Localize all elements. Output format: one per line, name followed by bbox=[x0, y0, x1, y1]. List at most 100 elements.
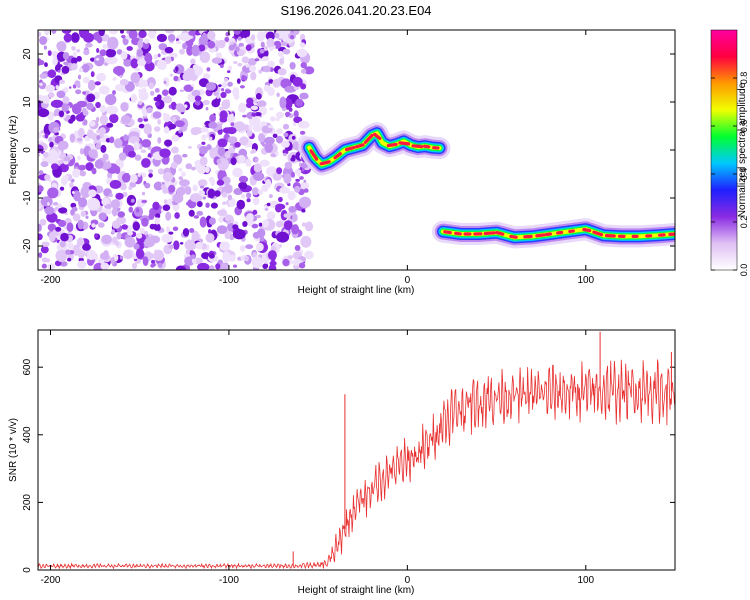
noise-blob bbox=[141, 79, 148, 88]
noise-blob bbox=[292, 76, 303, 87]
track-core bbox=[309, 149, 319, 161]
noise-blob bbox=[115, 192, 124, 200]
noise-blob bbox=[252, 197, 260, 206]
noise-blob bbox=[222, 201, 227, 205]
noise-blob bbox=[301, 167, 305, 172]
noise-blob bbox=[68, 176, 73, 182]
noise-blob bbox=[223, 184, 233, 194]
noise-blob bbox=[61, 103, 69, 112]
noise-blob bbox=[163, 80, 167, 85]
noise-blob bbox=[95, 101, 101, 109]
noise-blob bbox=[119, 74, 123, 78]
noise-blob bbox=[169, 73, 173, 77]
noise-blob bbox=[48, 92, 55, 98]
noise-blob bbox=[217, 209, 227, 216]
noise-blob bbox=[54, 260, 62, 267]
noise-blob bbox=[154, 126, 161, 132]
noise-blob bbox=[269, 194, 273, 199]
noise-blob bbox=[59, 186, 65, 191]
noise-blob bbox=[227, 194, 233, 201]
noise-blob bbox=[48, 179, 53, 183]
noise-blob bbox=[71, 46, 76, 51]
noise-blob bbox=[46, 212, 58, 223]
noise-blob bbox=[208, 136, 213, 141]
noise-blob bbox=[59, 241, 66, 248]
noise-blob bbox=[98, 222, 105, 228]
noise-blob bbox=[100, 252, 110, 260]
noise-blob bbox=[254, 157, 259, 163]
noise-blob bbox=[237, 36, 242, 41]
noise-blob bbox=[236, 199, 246, 210]
noise-blob bbox=[222, 176, 231, 186]
noise-blob bbox=[76, 100, 88, 108]
noise-blob bbox=[221, 99, 231, 110]
noise-blob bbox=[237, 62, 243, 67]
noise-blob bbox=[148, 173, 153, 178]
noise-blob bbox=[260, 41, 265, 48]
snr-axis-ticks: -200 -100 0 100 0 200 400 600 bbox=[22, 330, 675, 586]
noise-blob bbox=[280, 41, 288, 46]
noise-blob bbox=[205, 202, 210, 208]
track-core bbox=[556, 230, 564, 235]
noise-blob bbox=[190, 58, 196, 65]
noise-blob bbox=[115, 83, 127, 92]
noise-blob bbox=[214, 190, 221, 197]
noise-blob bbox=[62, 96, 70, 105]
noise-blob bbox=[168, 179, 178, 187]
noise-blob bbox=[283, 213, 290, 218]
noise-blob bbox=[233, 61, 238, 64]
noise-blob bbox=[303, 188, 309, 193]
noise-blob bbox=[264, 136, 275, 145]
track-core bbox=[319, 160, 331, 166]
noise-blob bbox=[48, 149, 58, 161]
noise-blob bbox=[272, 78, 281, 88]
noise-blob bbox=[175, 265, 186, 270]
noise-blob bbox=[38, 153, 41, 157]
noise-blob bbox=[163, 199, 168, 205]
noise-blob bbox=[293, 116, 303, 124]
noise-blob bbox=[49, 141, 54, 148]
noise-blob bbox=[164, 30, 175, 34]
noise-blob bbox=[71, 206, 78, 212]
noise-blob bbox=[173, 240, 180, 250]
noise-blob bbox=[262, 263, 269, 269]
noise-blob bbox=[116, 49, 123, 55]
noise-blob bbox=[171, 134, 180, 142]
noise-blob bbox=[96, 129, 100, 134]
noise-blob bbox=[44, 62, 48, 68]
noise-blob bbox=[130, 174, 138, 183]
noise-blob bbox=[264, 142, 274, 154]
noise-blob bbox=[41, 241, 50, 247]
noise-blob bbox=[177, 106, 186, 113]
colorbar-tick-label: 0.4 bbox=[739, 168, 749, 181]
track-core bbox=[509, 234, 518, 239]
noise-blob bbox=[164, 56, 172, 64]
noise-blob bbox=[173, 154, 183, 165]
noise-blob bbox=[200, 127, 209, 133]
snr-xlabel: Height of straight line (km) bbox=[298, 585, 415, 596]
noise-blob bbox=[174, 212, 180, 219]
noise-blob bbox=[184, 256, 195, 267]
noise-blob bbox=[302, 198, 310, 205]
noise-blob bbox=[245, 44, 252, 51]
noise-blob bbox=[66, 222, 74, 232]
noise-blob bbox=[191, 84, 195, 88]
noise-blob bbox=[303, 179, 307, 183]
track-core bbox=[568, 229, 575, 233]
noise-blob bbox=[68, 86, 72, 89]
noise-blob bbox=[201, 141, 206, 145]
noise-blob bbox=[157, 168, 165, 175]
noise-blob bbox=[245, 244, 254, 250]
noise-blob bbox=[288, 206, 297, 213]
noise-blob bbox=[220, 91, 227, 99]
noise-blob bbox=[189, 228, 195, 233]
noise-blob bbox=[215, 263, 221, 270]
noise-blob bbox=[251, 112, 257, 117]
noise-blob bbox=[190, 127, 203, 135]
noise-blob bbox=[233, 30, 241, 35]
noise-blob bbox=[197, 262, 210, 270]
noise-blob bbox=[42, 95, 50, 104]
noise-blob bbox=[217, 39, 226, 49]
noise-blob bbox=[54, 232, 59, 237]
noise-blob bbox=[129, 181, 137, 188]
